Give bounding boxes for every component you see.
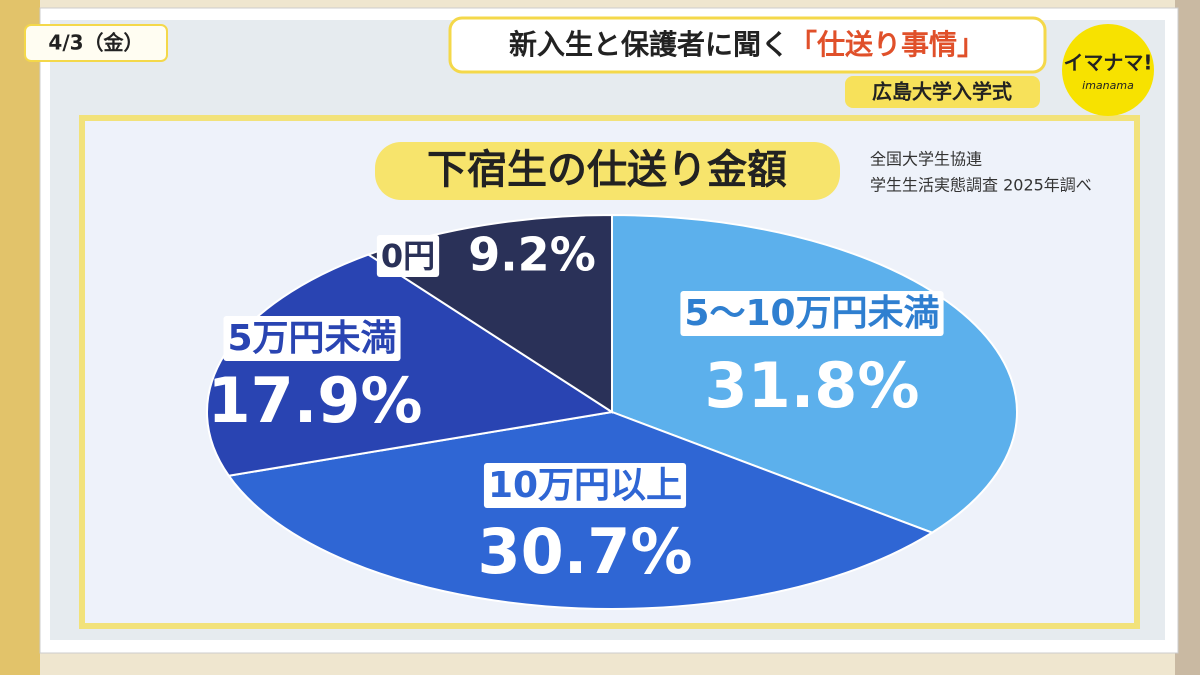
pie-slice xyxy=(227,410,935,610)
category-label-box xyxy=(483,463,687,508)
category-label-box xyxy=(680,291,944,336)
date: 4/3（金） xyxy=(48,31,143,55)
headline-quote: 「仕送り事情」 xyxy=(789,28,985,61)
studio-right xyxy=(1175,0,1200,675)
subtitle: 広島大学入学式 xyxy=(872,80,1012,104)
source: 学生生活実態調査 2025年調べ xyxy=(870,176,1092,195)
date-box xyxy=(24,24,168,62)
category-label: 5～10万円未満 xyxy=(684,293,939,334)
chart-title: 下宿生の仕送り金額 xyxy=(427,147,787,193)
source: 全国大学生協連 xyxy=(870,150,982,169)
headline-box xyxy=(448,16,1047,74)
title-box xyxy=(375,142,840,200)
logo-sub: imanama xyxy=(1082,79,1134,92)
value-label: 17.9% xyxy=(207,364,422,437)
category-label-box xyxy=(376,235,440,277)
headline: 新入生と保護者に聞く「仕送り事情」 xyxy=(509,28,985,61)
pie-labels: 5～10万円未満 31.8% 10万円以上 30.7% 5万円未満 17.9% 0円 9.2% xyxy=(207,228,944,588)
subtitle-box xyxy=(845,76,1040,108)
headline-lead: 新入生と保護者に聞く xyxy=(509,28,789,61)
value-label: 9.2% xyxy=(468,228,596,282)
studio-left xyxy=(0,0,40,675)
category-label-box xyxy=(223,316,401,361)
logo: イマナマ! xyxy=(1063,51,1152,75)
logo-circle xyxy=(1062,24,1154,116)
value-label: 31.8% xyxy=(704,349,919,422)
category-label: 10万円以上 xyxy=(488,465,682,506)
category-label: 0円 xyxy=(381,237,435,275)
value-label: 30.7% xyxy=(477,515,692,588)
category-label: 5万円未満 xyxy=(227,318,396,359)
